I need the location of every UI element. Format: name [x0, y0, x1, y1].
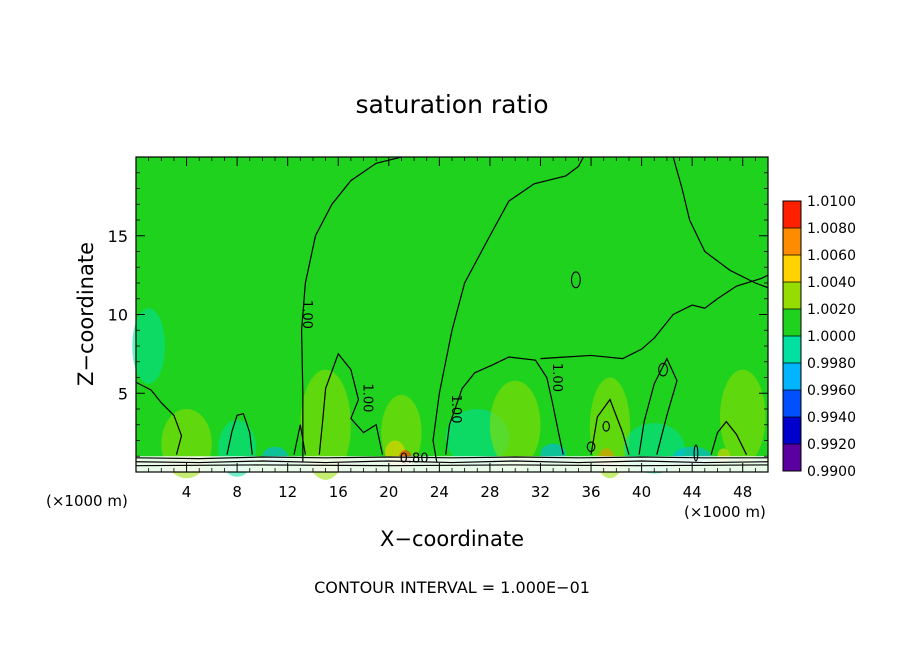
contour-label: 1.00 — [448, 395, 463, 424]
contour-line — [672, 156, 769, 289]
x-tick-label: 24 — [430, 483, 449, 501]
field-anomaly — [489, 380, 541, 469]
y-tick-label: 5 — [118, 384, 128, 403]
colorbar-label: 1.0020 — [807, 302, 856, 318]
contour-loop — [602, 421, 610, 432]
colorbar-label: 1.0080 — [807, 221, 856, 237]
colorbar-swatch — [783, 282, 801, 309]
colorbar-label: 1.0040 — [807, 275, 856, 291]
contour-line — [293, 424, 306, 455]
colorbar-label: 0.9960 — [807, 383, 856, 399]
contour-line — [590, 398, 630, 455]
x-tick-label: 8 — [232, 483, 242, 501]
contour-label: 1.00 — [299, 300, 314, 329]
colorbar-label: 1.0100 — [807, 194, 856, 210]
y-axis-ticks: 5 10 15 — [108, 172, 768, 457]
contour-line — [638, 357, 678, 455]
x-units-right: (×1000 m) — [684, 503, 766, 521]
y-axis-label: Z−coordinate — [74, 242, 98, 386]
x-axis-label: X−coordinate — [380, 527, 524, 551]
y-tick-label: 10 — [108, 306, 128, 325]
contour-line — [135, 464, 769, 467]
x-tick-label: 48 — [733, 483, 752, 501]
contour-line — [300, 156, 402, 463]
surface-layer — [136, 456, 768, 472]
contour-line — [135, 456, 768, 460]
chart-title: saturation ratio — [355, 90, 548, 119]
x-tick-label: 4 — [182, 483, 192, 501]
y-tick-label: 15 — [108, 227, 128, 246]
contour-line — [318, 352, 384, 455]
colorbar-label: 1.0000 — [807, 329, 856, 345]
contour-line — [445, 356, 564, 455]
colorbar-swatch — [783, 228, 801, 255]
colorbar-swatch — [783, 336, 801, 363]
x-tick-label: 32 — [531, 483, 550, 501]
colorbar-swatch — [783, 201, 801, 228]
colorbar-label: 0.9900 — [807, 464, 856, 480]
contour-lines — [135, 156, 769, 467]
field-anomaly — [300, 369, 351, 480]
contour-label: 1.00 — [549, 363, 564, 392]
colorbar: 0.9900 0.9920 0.9940 0.9960 0.9980 1.0000 1.00… — [782, 194, 856, 480]
contour-loop — [658, 362, 669, 377]
x-tick-label: 36 — [581, 483, 600, 501]
field-anomaly — [719, 369, 766, 465]
contour-loop — [586, 441, 596, 453]
colorbar-label: 0.9920 — [807, 437, 856, 453]
field-anomaly — [132, 308, 166, 384]
colorbar-label: 0.9940 — [807, 410, 856, 426]
contour-line — [135, 381, 183, 455]
colorbar-swatch — [783, 390, 801, 417]
colorbar-swatch — [783, 444, 801, 471]
colorbar-swatch — [783, 363, 801, 390]
x-tick-label: 44 — [683, 483, 702, 501]
x-units-left: (×1000 m) — [46, 492, 128, 510]
contour-label: 0.80 — [400, 452, 429, 467]
x-tick-label: 12 — [278, 483, 297, 501]
x-tick-label: 20 — [379, 483, 398, 501]
contour-line — [226, 413, 253, 455]
contour-line — [135, 460, 769, 464]
contour-line — [540, 274, 769, 360]
contour-line — [710, 420, 748, 455]
colorbar-label: 1.0060 — [807, 248, 856, 264]
colorbar-swatch — [783, 255, 801, 282]
contour-line — [432, 156, 584, 463]
x-axis-ticks: 4 8 12 16 20 24 28 32 36 40 44 48 — [148, 157, 756, 501]
colorbar-swatch — [783, 417, 801, 444]
x-tick-label: 28 — [480, 483, 499, 501]
colorbar-label: 0.9980 — [807, 356, 856, 372]
contour-loop — [570, 271, 581, 289]
contour-loop — [693, 444, 699, 462]
contour-interval-footer: CONTOUR INTERVAL = 1.000E−01 — [314, 578, 590, 597]
contour-labels: 1.00 1.00 1.00 1.00 0.80 — [299, 300, 564, 467]
x-tick-label: 16 — [329, 483, 348, 501]
contour-label: 1.00 — [360, 383, 375, 412]
x-tick-label: 40 — [632, 483, 651, 501]
plot-background — [136, 157, 768, 472]
colorbar-swatch — [783, 309, 801, 336]
